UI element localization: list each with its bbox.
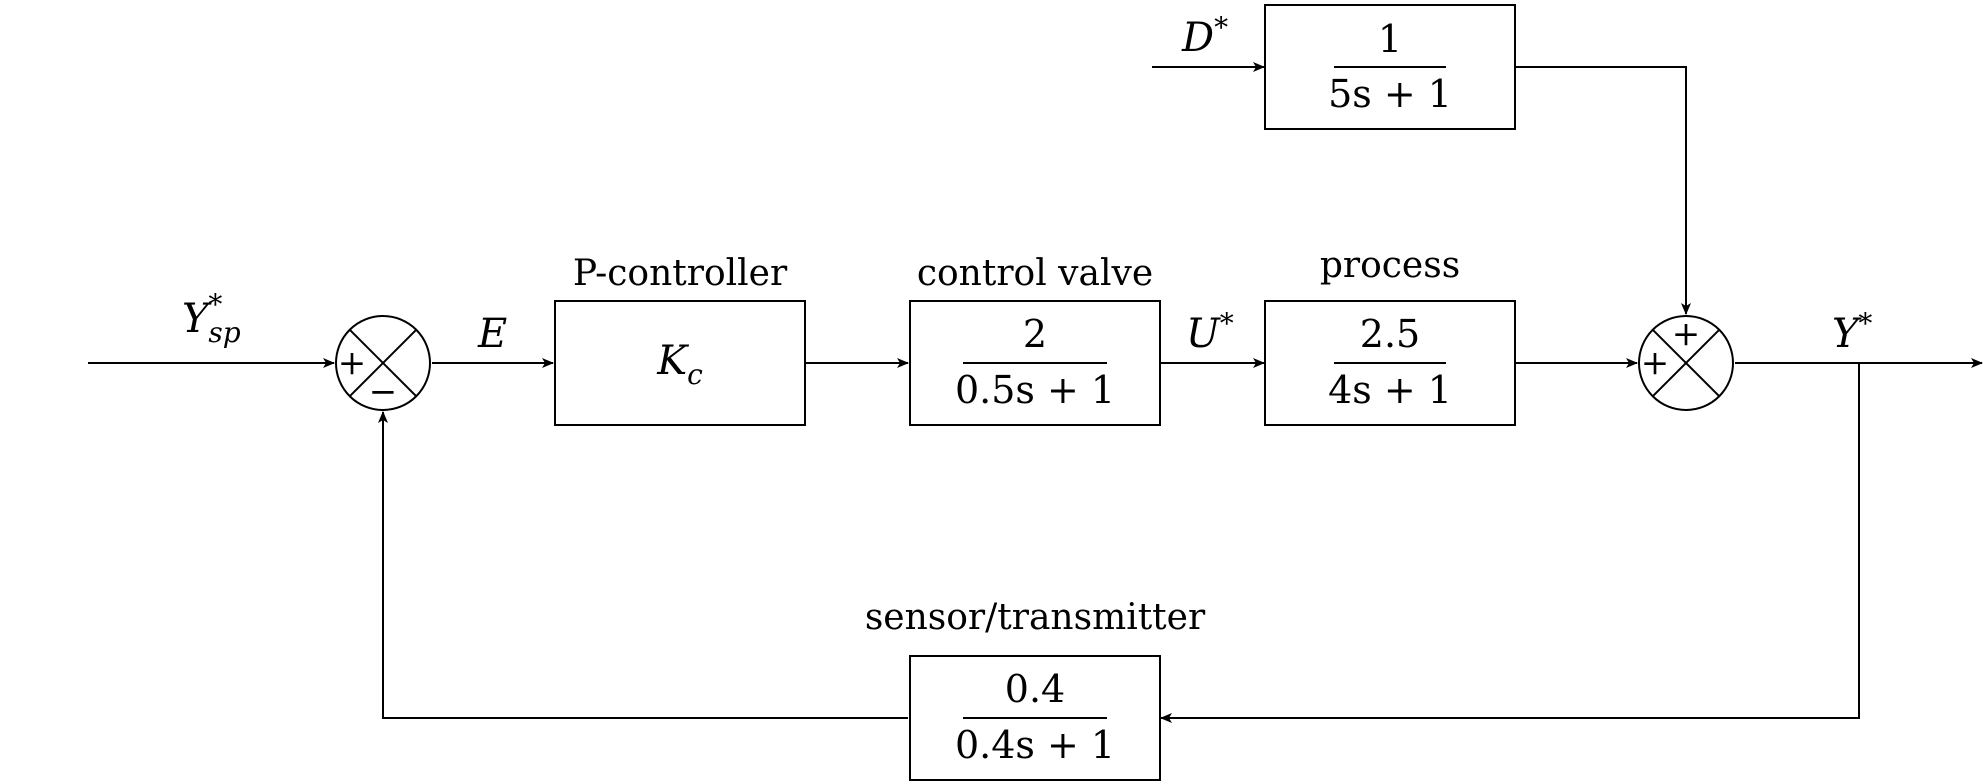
process-numerator: 2.5 bbox=[1360, 312, 1420, 356]
process-label: process bbox=[1320, 245, 1460, 286]
output-summing-junction: + + bbox=[1639, 314, 1733, 410]
sensor-label: sensor/transmitter bbox=[865, 597, 1206, 638]
setpoint-signal-label: Y* sp bbox=[182, 288, 241, 349]
error-signal-label: E bbox=[477, 311, 507, 357]
controller-label: P-controller bbox=[573, 253, 788, 294]
output-junction-top-sign: + bbox=[1672, 314, 1701, 354]
disturbance-block: 1 5s + 1 bbox=[1265, 5, 1515, 129]
disturbance-numerator: 1 bbox=[1378, 17, 1402, 61]
valve-denominator: 0.5s + 1 bbox=[955, 368, 1115, 412]
sensor-denominator: 0.4s + 1 bbox=[955, 723, 1115, 767]
valve-output-signal-label: U* bbox=[1186, 307, 1234, 357]
valve-label: control valve bbox=[917, 253, 1153, 294]
process-denominator: 4s + 1 bbox=[1328, 368, 1452, 412]
sensor-to-error-junction-line bbox=[383, 412, 908, 718]
error-summing-junction: + − bbox=[336, 316, 430, 412]
output-junction-left-sign: + bbox=[1641, 343, 1670, 383]
disturbance-denominator: 5s + 1 bbox=[1328, 72, 1452, 116]
sensor-block: 0.4 0.4s + 1 bbox=[910, 656, 1160, 780]
valve-numerator: 2 bbox=[1023, 312, 1047, 356]
error-junction-bottom-sign: − bbox=[369, 372, 398, 412]
valve-block: 2 0.5s + 1 bbox=[910, 301, 1160, 425]
output-signal-label: Y* bbox=[1832, 307, 1872, 357]
error-junction-left-sign: + bbox=[338, 343, 367, 383]
process-block: 2.5 4s + 1 bbox=[1265, 301, 1515, 425]
disturbance-to-sum-line bbox=[1516, 67, 1686, 314]
controller-block: Kc bbox=[555, 301, 805, 425]
sensor-numerator: 0.4 bbox=[1005, 667, 1065, 711]
disturbance-signal-label: D* bbox=[1181, 11, 1228, 61]
